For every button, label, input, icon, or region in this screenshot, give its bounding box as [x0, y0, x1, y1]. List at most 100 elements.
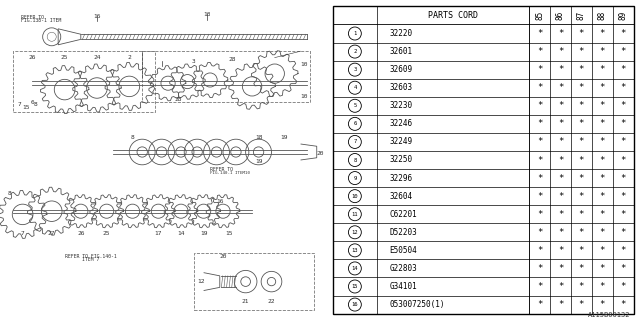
Text: *: * [600, 101, 605, 110]
Text: *: * [621, 210, 626, 219]
Text: *: * [558, 83, 563, 92]
Text: *: * [537, 156, 542, 164]
Text: *: * [558, 246, 563, 255]
Text: 11: 11 [351, 212, 358, 217]
Text: *: * [621, 282, 626, 291]
Text: *: * [537, 137, 542, 147]
Text: 18: 18 [255, 135, 262, 140]
Text: G34101: G34101 [390, 282, 417, 291]
Text: 12: 12 [197, 279, 205, 284]
Text: 32249: 32249 [390, 137, 413, 147]
Text: *: * [537, 29, 542, 38]
Text: *: * [579, 137, 584, 147]
Text: A115B00132: A115B00132 [588, 312, 630, 318]
Text: 20: 20 [317, 151, 324, 156]
Text: 14: 14 [351, 266, 358, 271]
Text: *: * [558, 192, 563, 201]
Text: 19: 19 [255, 159, 262, 164]
Text: 8: 8 [131, 135, 134, 140]
Text: D52203: D52203 [390, 228, 417, 237]
Text: 15: 15 [351, 284, 358, 289]
Text: *: * [579, 119, 584, 128]
Text: *: * [537, 65, 542, 74]
Text: *: * [579, 156, 584, 164]
Text: 87: 87 [577, 11, 586, 20]
Text: 27: 27 [48, 231, 56, 236]
Text: *: * [621, 246, 626, 255]
Text: 19: 19 [281, 135, 288, 140]
Text: *: * [579, 83, 584, 92]
Text: REFER TO: REFER TO [21, 15, 44, 20]
Text: 21: 21 [242, 299, 250, 304]
Text: *: * [558, 29, 563, 38]
Text: 16: 16 [351, 302, 358, 307]
Text: FIG.140-1 ITEM10: FIG.140-1 ITEM10 [210, 171, 250, 175]
Text: 15: 15 [226, 231, 233, 236]
Text: *: * [600, 29, 605, 38]
Text: *: * [579, 282, 584, 291]
Text: *: * [537, 119, 542, 128]
Text: *: * [600, 228, 605, 237]
Text: 19: 19 [200, 231, 207, 236]
Text: *: * [558, 228, 563, 237]
Text: *: * [621, 173, 626, 183]
Text: 2: 2 [127, 55, 131, 60]
Text: *: * [600, 246, 605, 255]
Text: *: * [600, 156, 605, 164]
Text: 4: 4 [353, 85, 356, 90]
Text: 26: 26 [77, 231, 84, 236]
Text: PARTS CORD: PARTS CORD [428, 11, 478, 20]
Text: 13: 13 [351, 248, 358, 253]
Text: *: * [600, 300, 605, 309]
Text: 7: 7 [353, 140, 356, 144]
Text: 1: 1 [353, 31, 356, 36]
Text: *: * [537, 300, 542, 309]
Text: 32604: 32604 [390, 192, 413, 201]
Text: 16: 16 [93, 14, 100, 19]
Text: *: * [558, 156, 563, 164]
Text: *: * [621, 65, 626, 74]
Text: 16: 16 [216, 199, 223, 204]
Text: 9: 9 [353, 176, 356, 180]
Text: *: * [600, 210, 605, 219]
Text: *: * [579, 192, 584, 201]
Text: *: * [621, 137, 626, 147]
Text: *: * [621, 192, 626, 201]
Text: 85: 85 [535, 11, 544, 20]
Text: *: * [600, 83, 605, 92]
Text: 053007250(1): 053007250(1) [390, 300, 445, 309]
Text: *: * [600, 137, 605, 147]
Text: 13: 13 [203, 12, 211, 17]
Text: 3: 3 [353, 67, 356, 72]
Text: *: * [537, 210, 542, 219]
Text: 8: 8 [353, 157, 356, 163]
Text: *: * [621, 47, 626, 56]
Text: *: * [558, 119, 563, 128]
Text: 8: 8 [8, 191, 12, 196]
Text: *: * [621, 83, 626, 92]
Text: 6: 6 [353, 121, 356, 126]
Text: 89: 89 [619, 11, 628, 20]
Text: *: * [537, 192, 542, 201]
Text: 86: 86 [556, 11, 565, 20]
Text: 25: 25 [103, 231, 111, 236]
Text: *: * [537, 264, 542, 273]
Text: 17: 17 [155, 231, 162, 236]
Text: 25: 25 [61, 55, 68, 60]
Text: *: * [558, 282, 563, 291]
Text: *: * [558, 47, 563, 56]
Text: 5: 5 [353, 103, 356, 108]
Text: G22803: G22803 [390, 264, 417, 273]
Text: *: * [621, 264, 626, 273]
Text: *: * [621, 300, 626, 309]
Text: 20: 20 [220, 253, 227, 259]
Text: *: * [537, 282, 542, 291]
Text: 7: 7 [17, 101, 21, 107]
Text: 26: 26 [29, 55, 36, 60]
Text: 15: 15 [22, 105, 29, 110]
Text: *: * [537, 246, 542, 255]
Text: *: * [621, 29, 626, 38]
Text: 32296: 32296 [390, 173, 413, 183]
Text: 2: 2 [353, 49, 356, 54]
Text: *: * [579, 173, 584, 183]
